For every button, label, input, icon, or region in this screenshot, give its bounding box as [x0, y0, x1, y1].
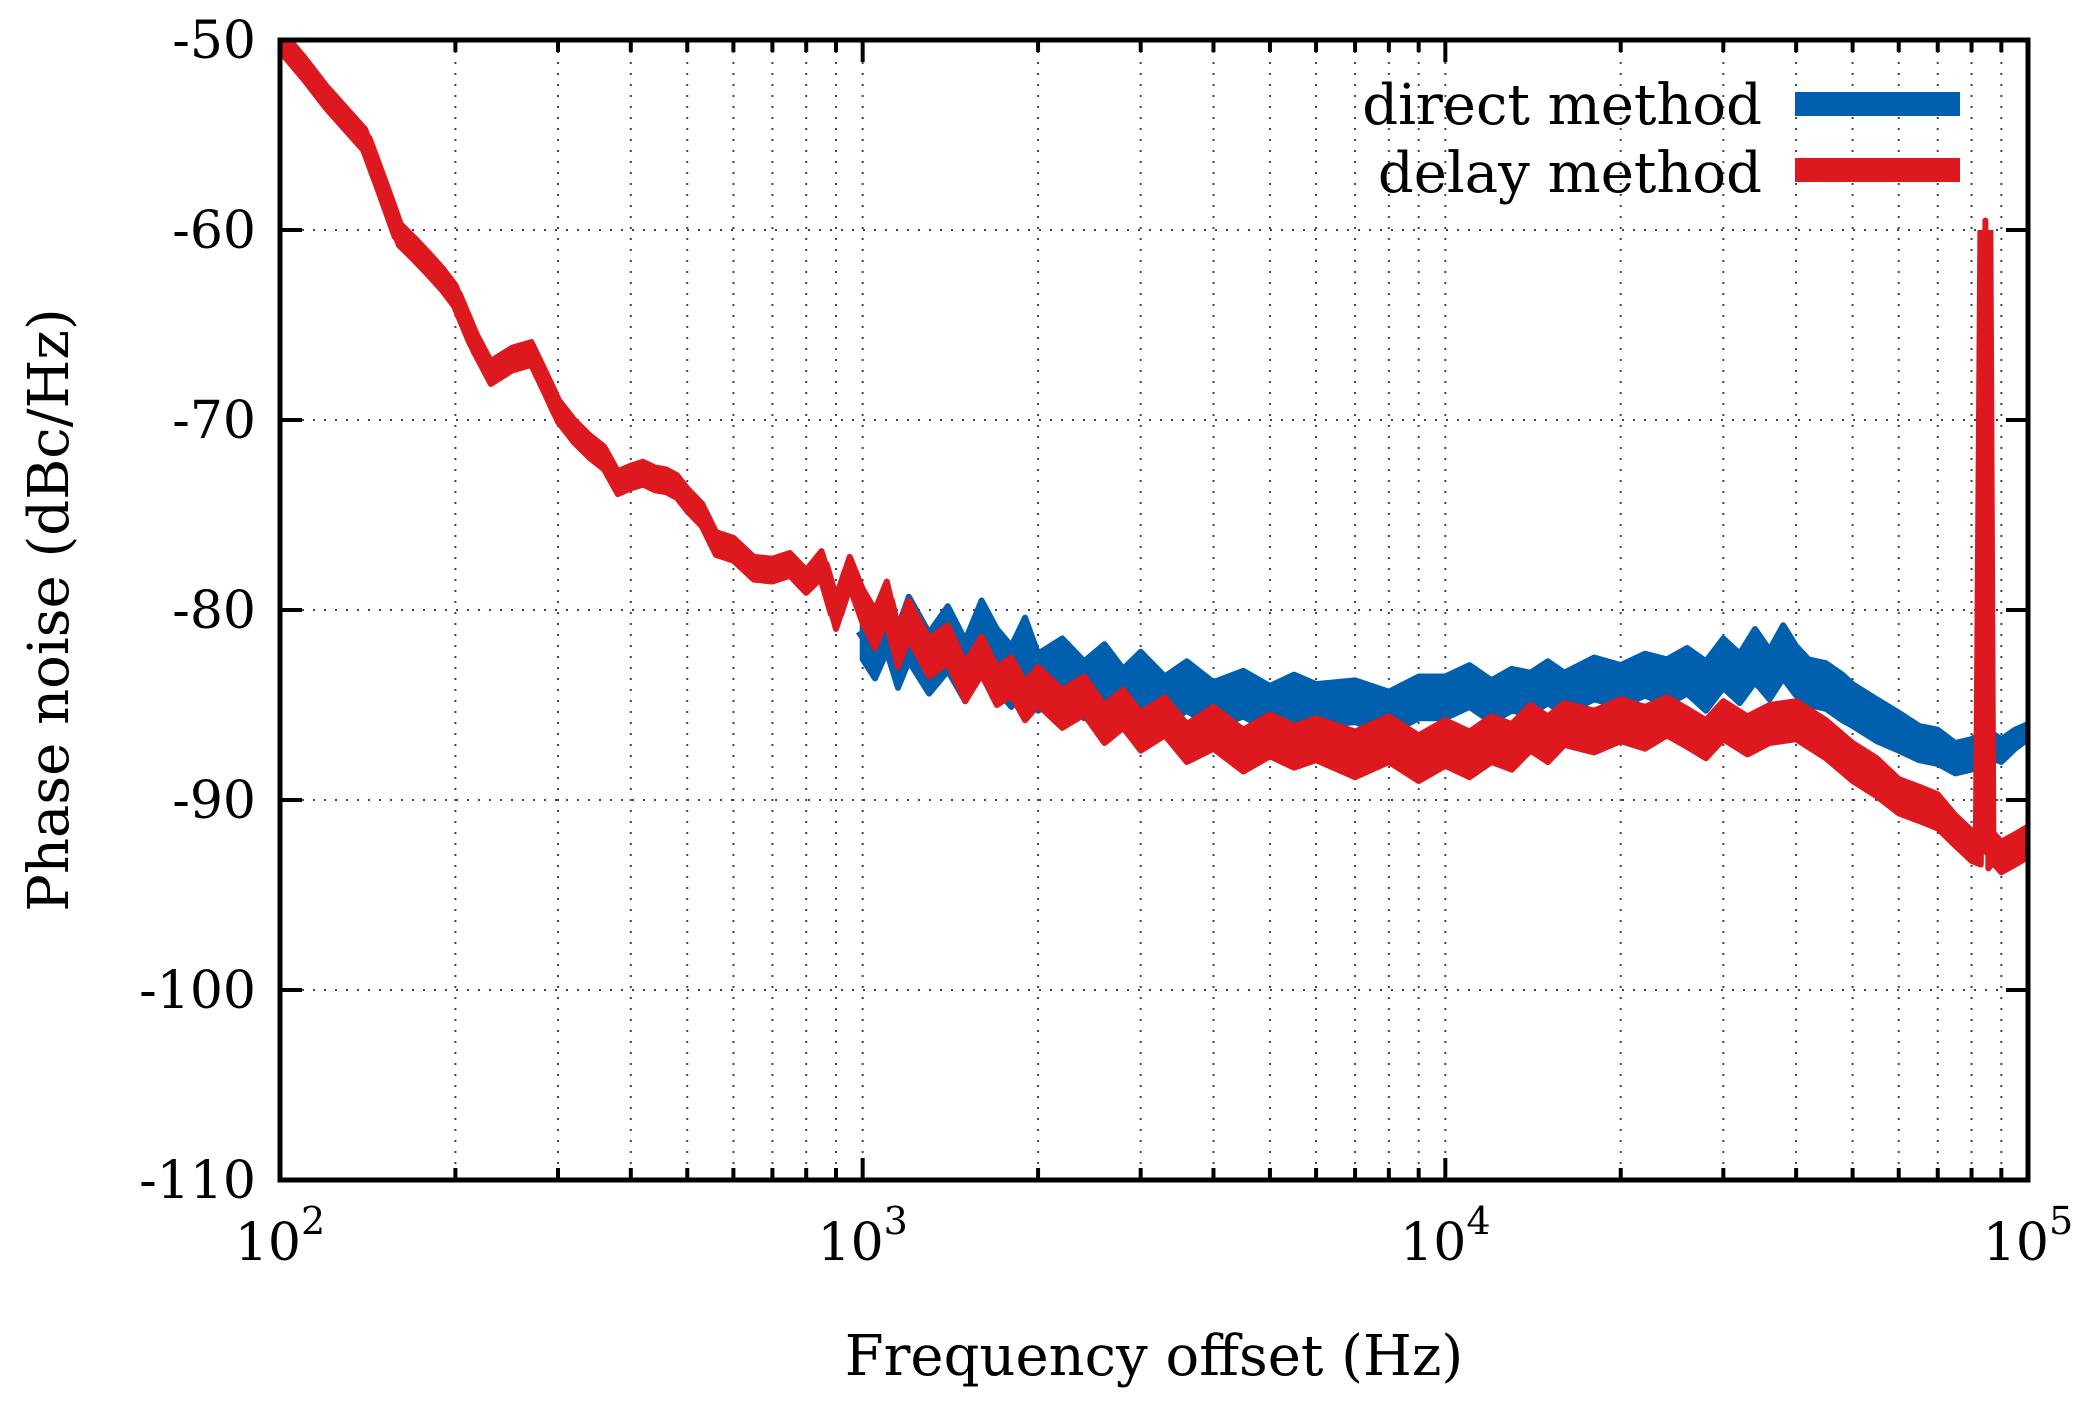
x-tick-label: 102	[235, 1199, 325, 1273]
x-tick-label-base: 10	[1983, 1213, 2049, 1273]
x-tick-label-exponent: 5	[2049, 1199, 2073, 1243]
x-tick-label: 105	[1983, 1199, 2073, 1273]
x-tick-label: 104	[1400, 1199, 1490, 1273]
series-layer	[280, 40, 2028, 876]
y-tick-label: -100	[139, 961, 256, 1021]
x-tick-label-exponent: 4	[1466, 1199, 1490, 1243]
x-tick-label-exponent: 2	[301, 1199, 325, 1243]
legend-label-delay-method: delay method	[1378, 141, 1762, 206]
y-tick-label: -50	[172, 11, 256, 71]
legend-label-direct-method: direct method	[1362, 73, 1762, 138]
x-tick-label-base: 10	[817, 1213, 883, 1273]
x-axis-title: Frequency offset (Hz)	[845, 1324, 1463, 1389]
x-tick-label: 103	[817, 1199, 907, 1273]
y-tick-label: -70	[172, 391, 256, 451]
series-line-delay-method	[280, 40, 2028, 868]
y-axis-title: Phase noise (dBc/Hz)	[17, 308, 82, 911]
y-tick-label: -110	[139, 1151, 256, 1211]
x-tick-label-exponent: 3	[884, 1199, 908, 1243]
y-tick-label: -80	[172, 581, 256, 641]
y-tick-labels: -50 -60 -70 -80 -90 -100 -110	[139, 11, 256, 1211]
legend: direct method delay method	[1362, 73, 1960, 206]
axis-ticks	[278, 38, 2028, 1182]
y-tick-label: -60	[172, 201, 256, 261]
x-tick-label-base: 10	[235, 1213, 301, 1273]
x-tick-label-base: 10	[1400, 1213, 1466, 1273]
x-tick-labels: 102 103 104 105	[235, 1199, 2073, 1273]
y-tick-label: -90	[172, 771, 256, 831]
